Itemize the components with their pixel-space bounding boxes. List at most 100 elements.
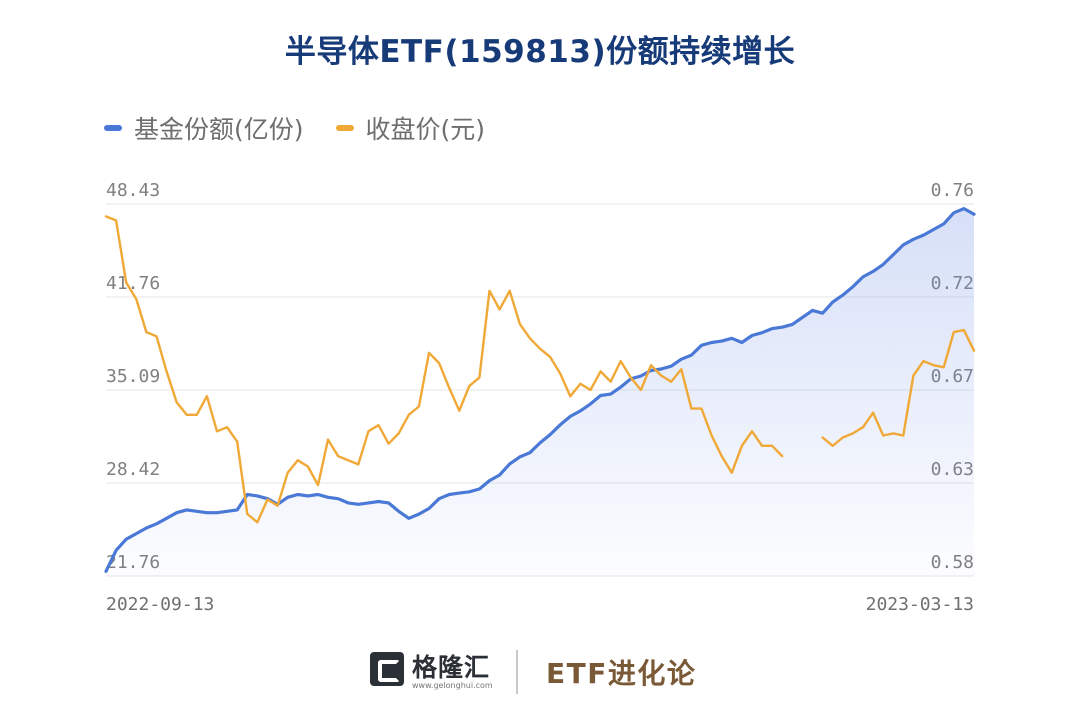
fund-share-point	[498, 473, 501, 476]
fund-share-point	[569, 415, 572, 418]
fund-share-point	[357, 503, 360, 506]
legend-swatch-close-price	[335, 125, 354, 131]
close-price-point	[892, 432, 895, 435]
close-price-point	[195, 413, 198, 416]
close-price-point	[851, 432, 854, 435]
left-axis-tick-label: 41.76	[106, 273, 160, 294]
close-price-point	[942, 366, 945, 369]
close-price-point	[387, 442, 390, 445]
close-price-point	[549, 355, 552, 358]
legend-item-close-price: 收盘价(元)	[335, 110, 485, 146]
fund-share-point	[942, 222, 945, 225]
fund-share-point	[236, 508, 239, 511]
fund-share-point	[488, 479, 491, 482]
fund-share-point	[226, 510, 229, 513]
close-price-point	[781, 455, 784, 458]
close-price-point	[670, 380, 673, 383]
fund-share-point	[528, 451, 531, 454]
close-price-point	[831, 444, 834, 447]
close-price-point	[256, 521, 259, 524]
fund-share-point	[720, 340, 723, 343]
fund-share-point	[700, 344, 703, 347]
fund-share-point	[589, 402, 592, 405]
close-price-point	[104, 215, 107, 218]
fund-share-point	[750, 334, 753, 337]
fund-share-point	[760, 331, 763, 334]
fund-share-point	[740, 341, 743, 344]
fund-share-point	[811, 309, 814, 312]
close-price-point	[377, 424, 380, 427]
fund-share-point	[377, 500, 380, 503]
fund-share-point	[438, 497, 441, 500]
fund-share-point	[912, 238, 915, 241]
dual-axis-line-chart: 48.430.7641.760.7235.090.6728.420.6321.7…	[104, 180, 976, 615]
close-price-point	[135, 298, 138, 301]
fund-share-line	[104, 207, 976, 573]
fund-share-point	[670, 365, 673, 368]
close-price-point	[932, 364, 935, 367]
fund-share-point	[306, 494, 309, 497]
close-price-point	[639, 388, 642, 391]
footer: 格隆汇 www.gelonghui.com ETF进化论	[0, 648, 1080, 696]
close-price-point	[740, 444, 743, 447]
close-price-point	[649, 364, 652, 367]
close-price-point	[347, 459, 350, 462]
fund-share-point	[448, 493, 451, 496]
fund-share-point	[347, 501, 350, 504]
fund-share-point	[538, 441, 541, 444]
close-price-point	[882, 434, 885, 437]
close-price-point	[771, 444, 774, 447]
close-price-point	[972, 349, 975, 352]
right-axis-tick-label: 0.76	[931, 180, 974, 201]
close-price-point	[498, 308, 501, 311]
fund-share-point	[367, 501, 370, 504]
fund-share-point	[326, 496, 329, 499]
fund-share-point	[861, 275, 864, 278]
close-price-point	[286, 471, 289, 474]
close-price-point	[185, 413, 188, 416]
fund-share-point	[468, 490, 471, 493]
close-price-point	[326, 438, 329, 441]
fund-share-point	[316, 493, 319, 496]
close-price-point	[528, 337, 531, 340]
fund-share-point	[680, 358, 683, 361]
fund-share-point	[932, 228, 935, 231]
fund-share-point	[962, 207, 965, 210]
close-price-point	[962, 329, 965, 332]
fund-share-point	[387, 501, 390, 504]
fund-share-point	[902, 243, 905, 246]
close-price-point	[215, 430, 218, 433]
fund-share-point	[205, 511, 208, 514]
x-axis-start-label: 2022-09-13	[106, 594, 214, 615]
close-price-point	[922, 360, 925, 363]
close-price-point	[205, 395, 208, 398]
fund-share-point	[407, 517, 410, 520]
fund-share-point	[427, 507, 430, 510]
close-price-point	[367, 430, 370, 433]
close-price-point	[357, 463, 360, 466]
fund-share-point	[892, 253, 895, 256]
close-price-point	[306, 465, 309, 468]
close-price-point	[710, 434, 713, 437]
chart-legend: 基金份额(亿份) 收盘价(元)	[104, 110, 517, 146]
fund-share-point	[851, 285, 854, 288]
close-price-point	[821, 436, 824, 439]
fund-share-point	[609, 393, 612, 396]
close-price-point	[730, 471, 733, 474]
close-price-point	[508, 289, 511, 292]
fund-share-point	[801, 316, 804, 319]
fund-share-point	[972, 213, 975, 216]
fund-share-point	[478, 487, 481, 490]
x-axis-end-label: 2023-03-13	[866, 594, 974, 615]
fund-share-point	[417, 513, 420, 516]
fund-share-point	[559, 423, 562, 426]
close-price-point	[407, 413, 410, 416]
fund-share-point	[397, 510, 400, 513]
close-price-point	[276, 504, 279, 507]
close-price-point	[337, 455, 340, 458]
brand-name: 格隆汇	[412, 653, 491, 682]
left-axis-tick-label: 35.09	[106, 366, 160, 387]
close-price-point	[478, 376, 481, 379]
close-price-point	[902, 434, 905, 437]
fund-share-point	[781, 326, 784, 329]
